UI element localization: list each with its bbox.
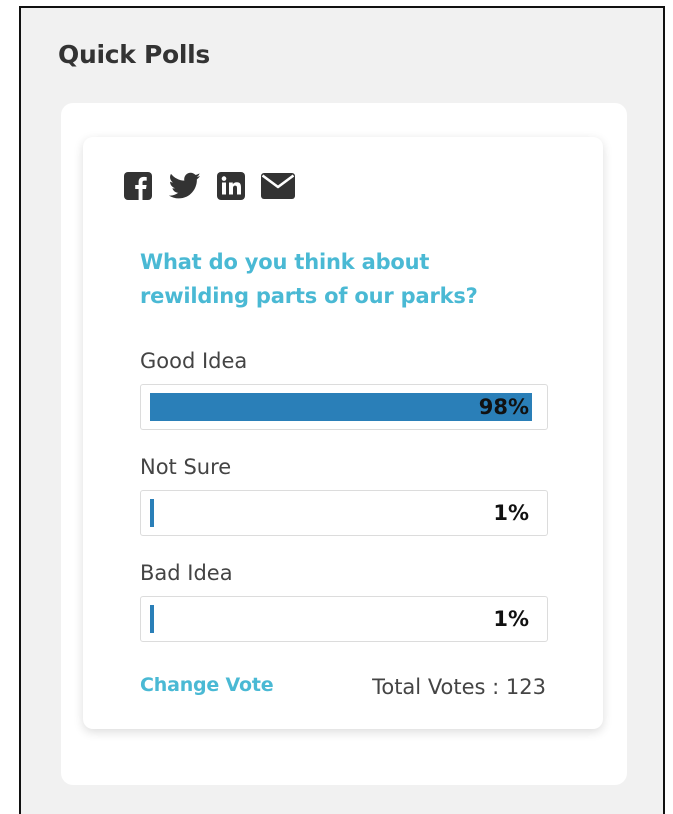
polls-widget: Quick Polls [19, 6, 665, 814]
poll-container: What do you think about rewilding parts … [61, 103, 627, 785]
share-bar [123, 171, 311, 201]
poll-question: What do you think about rewilding parts … [140, 250, 478, 308]
poll-option: Good Idea 98% [140, 348, 550, 430]
option-label: Bad Idea [140, 561, 233, 585]
linkedin-icon[interactable] [217, 172, 245, 200]
option-label: Good Idea [140, 349, 248, 373]
section-title: Quick Polls [58, 40, 210, 69]
poll-option: Not Sure 1% [140, 454, 550, 536]
change-vote-link[interactable]: Change Vote [140, 674, 274, 696]
email-icon[interactable] [261, 173, 295, 199]
option-label: Not Sure [140, 455, 232, 479]
total-votes: Total Votes : 123 [372, 675, 546, 699]
facebook-icon[interactable] [123, 171, 153, 201]
option-percent: 1% [493, 607, 529, 631]
twitter-icon[interactable] [169, 172, 201, 200]
poll-card: What do you think about rewilding parts … [83, 137, 603, 729]
option-percent: 1% [493, 501, 529, 525]
poll-option: Bad Idea 1% [140, 560, 550, 642]
option-fill [150, 605, 154, 633]
option-bar[interactable]: 98% [140, 384, 548, 430]
option-bar[interactable]: 1% [140, 596, 548, 642]
option-percent: 98% [478, 395, 529, 419]
option-fill [150, 499, 154, 527]
option-bar[interactable]: 1% [140, 490, 548, 536]
option-fill [150, 393, 532, 421]
